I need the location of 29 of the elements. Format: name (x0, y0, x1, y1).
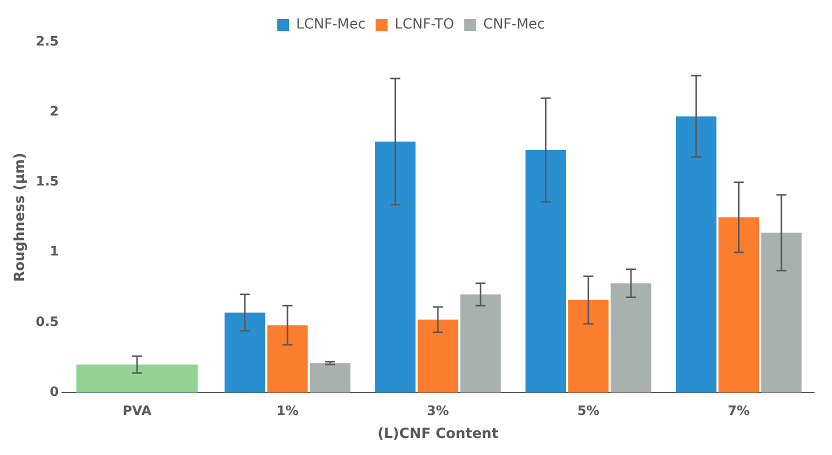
bar (76, 364, 198, 393)
bar (267, 325, 308, 393)
x-tick-label: PVA (122, 404, 152, 419)
bar (525, 150, 566, 393)
x-tick-label: 7% (728, 404, 750, 419)
x-axis-title: (L)CNF Content (377, 426, 499, 442)
bar (568, 300, 609, 393)
y-axis-title: Roughness (µm) (12, 152, 28, 282)
x-tick-label: 1% (276, 404, 299, 419)
y-tick-label: 1 (50, 244, 59, 260)
y-tick-label: 2.5 (36, 34, 59, 50)
bar (310, 363, 350, 393)
bar (224, 312, 266, 393)
bar (761, 232, 802, 393)
y-tick-label: 1.5 (36, 174, 59, 190)
legend-label: LCNF-TO (394, 16, 454, 33)
x-tick-label: 5% (577, 404, 600, 419)
bar (718, 217, 760, 393)
legend-label: LCNF-Mec (296, 16, 366, 33)
legend-label: CNF-Mec (483, 16, 545, 33)
bar (460, 294, 501, 393)
x-tick-label: 3% (426, 404, 449, 419)
y-tick-label: 0 (50, 384, 59, 400)
bar (418, 320, 458, 393)
bar (610, 283, 652, 393)
bar (375, 142, 416, 393)
y-tick-label: 2 (50, 104, 59, 120)
y-tick-label: 0.5 (36, 314, 59, 330)
bar (676, 116, 716, 393)
